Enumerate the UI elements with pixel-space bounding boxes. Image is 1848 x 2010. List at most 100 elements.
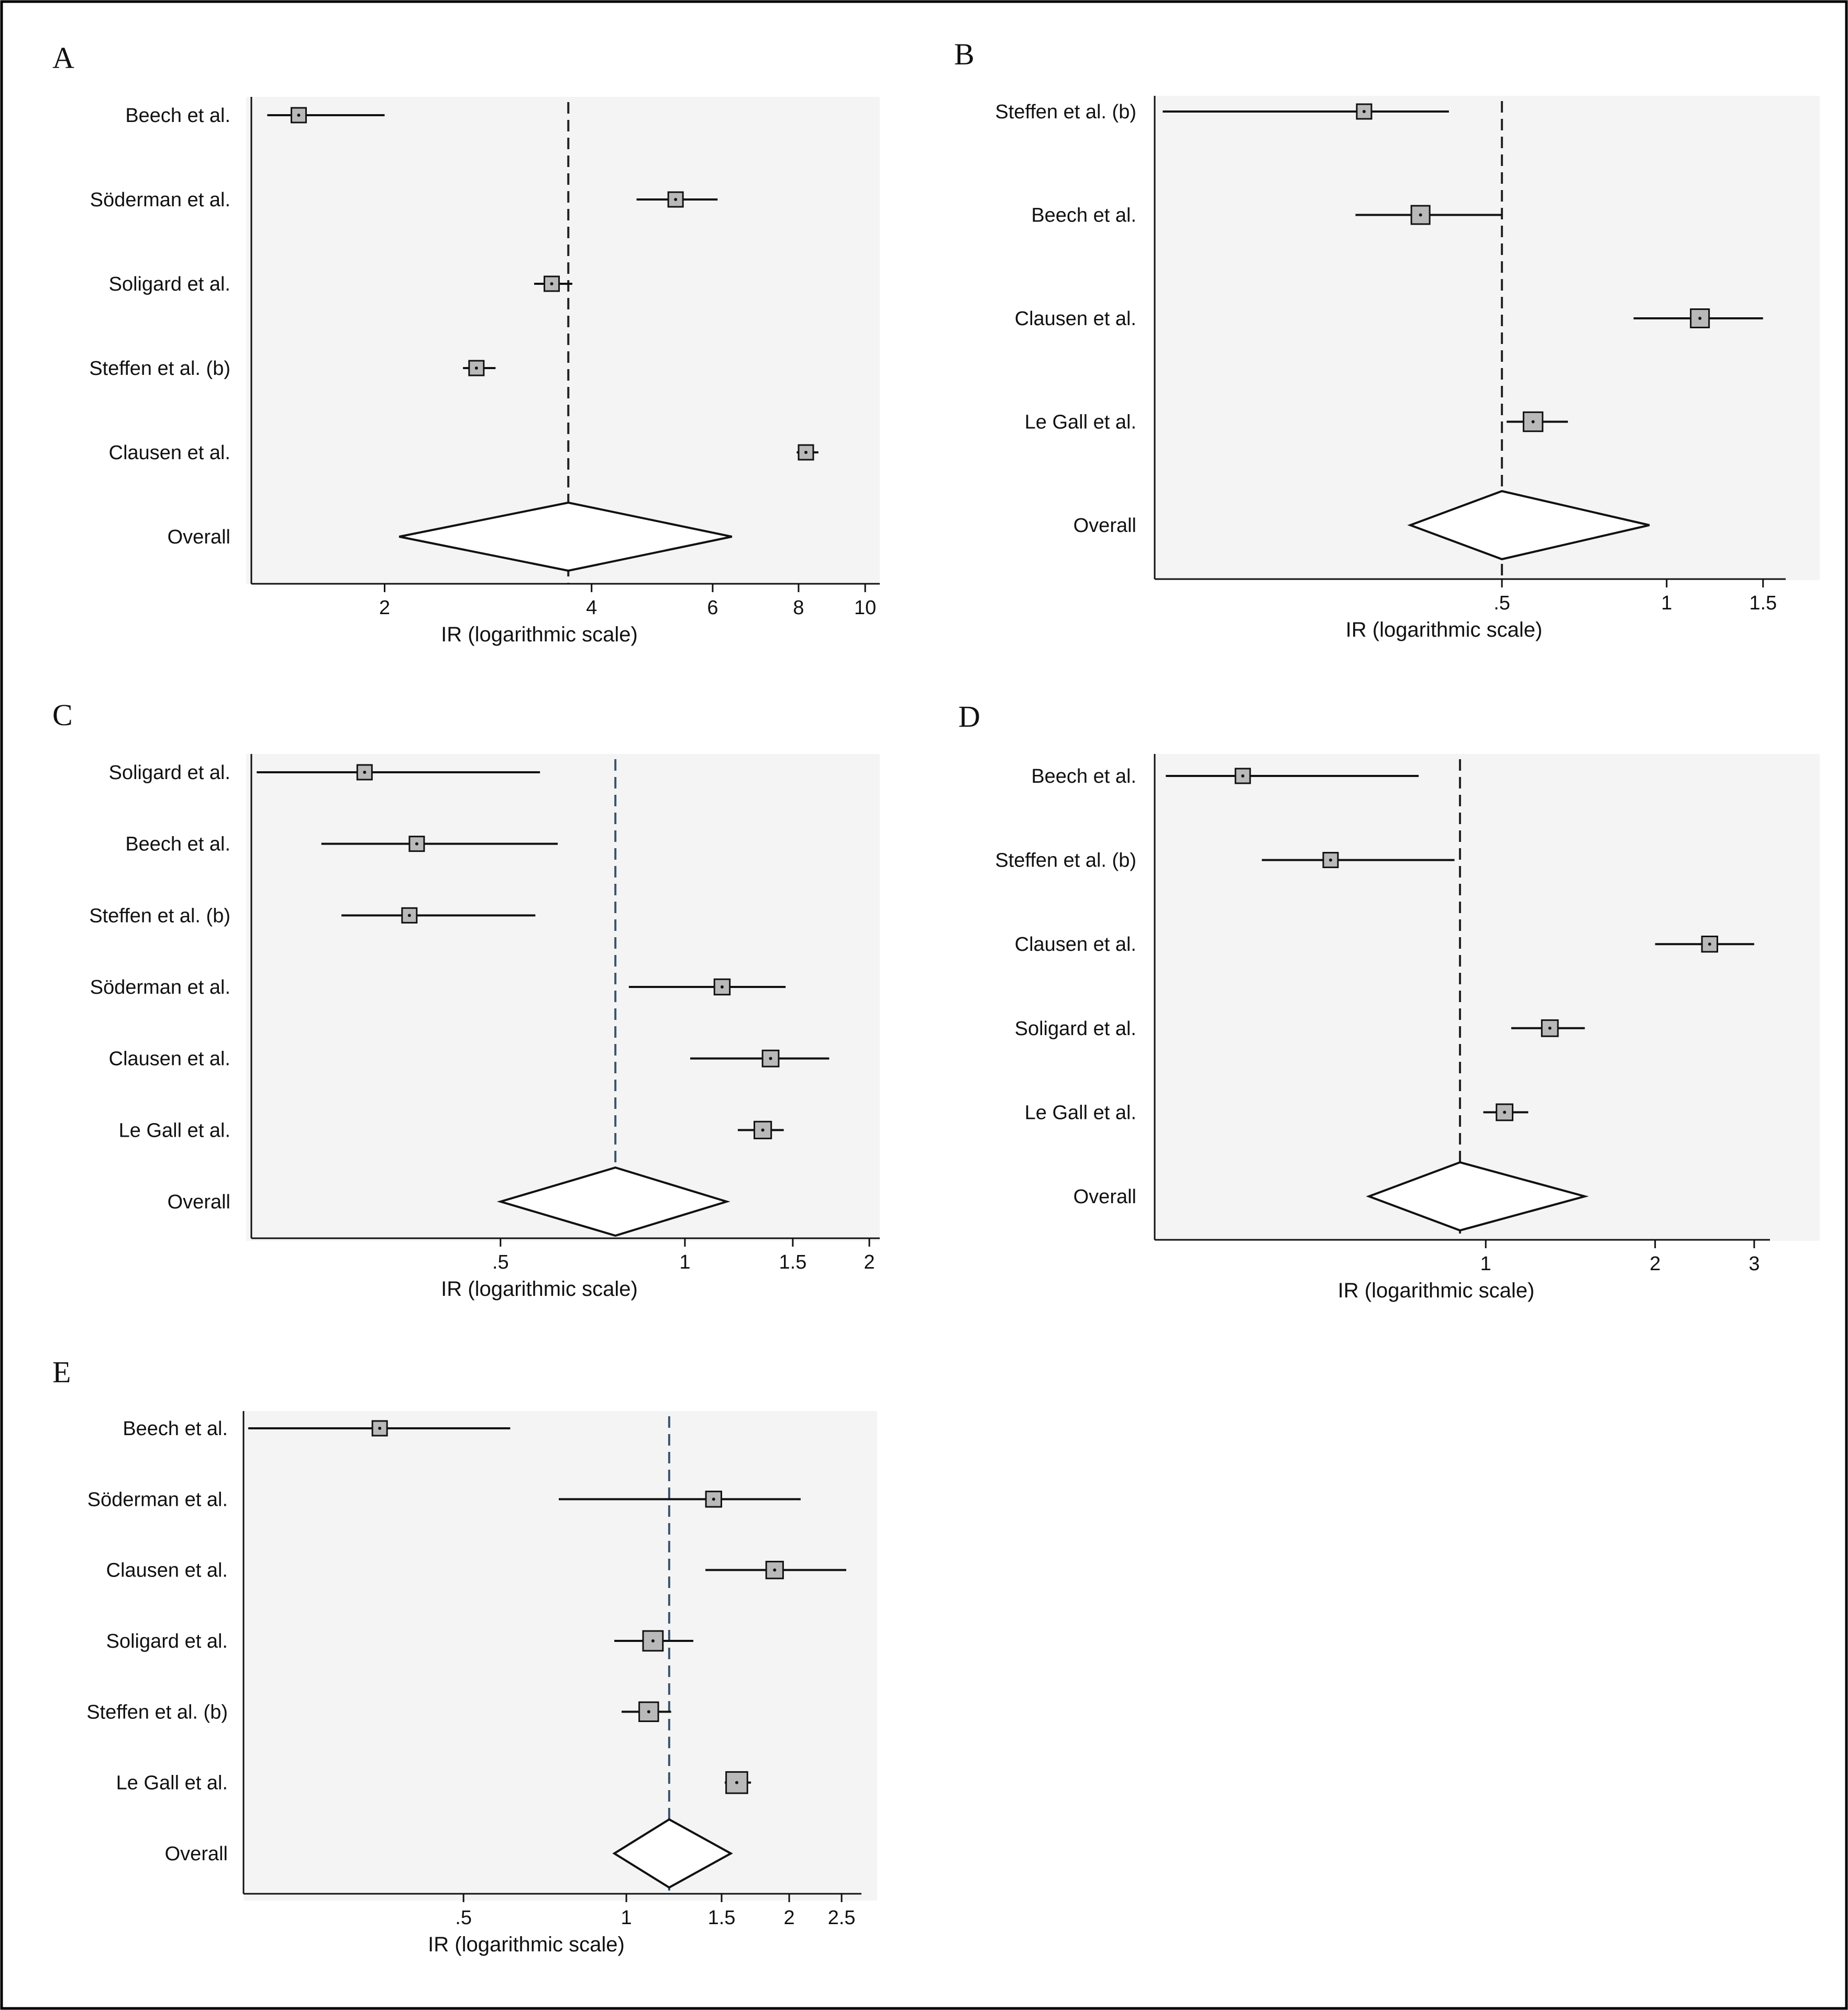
overall-diamond [612, 1818, 733, 1889]
study-label: Steffen et al. (b) [86, 1701, 228, 1723]
study-marker [705, 1491, 722, 1508]
point-estimate-dot [1531, 420, 1535, 424]
study-label: Beech et al. [1031, 205, 1136, 227]
panel-b: B .5 1 1.5 IR (logarithmic scale) Steffen et … [954, 37, 1820, 641]
point-estimate-dot [1698, 317, 1702, 320]
study-label: Soligard et al. [1015, 1018, 1136, 1040]
x-tick-label: .5 [492, 1251, 509, 1273]
x-tick-label: 1 [679, 1251, 690, 1273]
study-label: Beech et al. [123, 1418, 228, 1440]
point-estimate-dot [363, 771, 367, 774]
study-label: Soligard et al. [106, 1630, 228, 1652]
study-label: Le Gall et al. [119, 1119, 230, 1141]
point-estimate-dot [297, 114, 301, 117]
point-estimate-dot [773, 1568, 777, 1572]
point-estimate-dot [769, 1057, 772, 1060]
study-label: Steffen et al. (b) [89, 358, 230, 380]
point-estimate-dot [474, 367, 478, 370]
study-label: Söderman et al. [90, 976, 230, 998]
study-marker [1356, 103, 1373, 120]
x-tick-label: 4 [586, 597, 597, 619]
study-marker [408, 836, 425, 852]
x-axis-title: IR (logarithmic scale) [428, 1933, 625, 1956]
x-tick-label: 1 [1480, 1253, 1491, 1275]
panel-letter: D [958, 699, 980, 734]
point-estimate-dot [674, 198, 678, 201]
point-estimate-dot [550, 282, 554, 285]
x-tick-label: 6 [707, 597, 718, 619]
overall-label: Overall [1074, 1186, 1136, 1208]
x-tick-label: 10 [854, 597, 876, 619]
study-label: Beech et al. [125, 105, 230, 127]
x-tick-label: 1 [621, 1907, 632, 1929]
overall-label: Overall [168, 526, 230, 548]
x-tick-label: 3 [1749, 1253, 1760, 1275]
point-estimate-dot [735, 1781, 738, 1784]
study-label: Steffen et al. (b) [89, 905, 230, 927]
overall-diamond [1366, 1161, 1589, 1232]
x-tick-label: 2 [379, 597, 390, 619]
x-tick-label: 2.5 [828, 1907, 856, 1929]
plot-background [246, 754, 880, 1241]
study-label: Soligard et al. [109, 273, 230, 295]
panel-letter: A [52, 41, 74, 75]
study-label: Clausen et al. [109, 1048, 230, 1070]
study-label: Steffen et al. (b) [995, 850, 1136, 872]
point-estimate-dot [712, 1497, 715, 1501]
study-label: Clausen et al. [1015, 934, 1136, 956]
point-estimate-dot [651, 1639, 655, 1642]
point-estimate-dot [1329, 858, 1332, 862]
study-label: Beech et al. [1031, 765, 1136, 787]
point-estimate-dot [720, 985, 724, 989]
x-tick-label: 1.5 [779, 1251, 807, 1273]
point-estimate-dot [1548, 1026, 1552, 1030]
overall-label: Overall [1074, 515, 1136, 537]
point-estimate-dot [1503, 1111, 1507, 1114]
x-tick-label: .5 [1493, 592, 1510, 614]
x-axis-title: IR (logarithmic scale) [441, 623, 638, 646]
point-estimate-dot [407, 914, 411, 917]
study-label: Steffen et al. (b) [995, 101, 1136, 123]
x-tick-label: 2 [864, 1251, 875, 1273]
plot-background [246, 97, 880, 584]
x-tick-label: 1.5 [1749, 592, 1777, 614]
study-label: Soligard et al. [109, 762, 230, 784]
overall-label: Overall [165, 1843, 228, 1865]
point-estimate-dot [378, 1427, 382, 1430]
study-label: Le Gall et al. [1025, 1102, 1136, 1124]
x-axis-title: IR (logarithmic scale) [441, 1278, 638, 1301]
study-marker [371, 1420, 388, 1437]
point-estimate-dot [1241, 774, 1245, 778]
overall-label: Overall [168, 1191, 230, 1213]
point-estimate-dot [415, 842, 418, 846]
panels: A 2 4 6 8 10 IR (logarithmic scale) Beech et al… [52, 37, 1820, 1956]
plot-background [1155, 754, 1820, 1241]
overall-diamond [1407, 490, 1650, 561]
panel-letter: B [954, 37, 975, 71]
study-label: Clausen et al. [1015, 308, 1136, 330]
panel-a: A 2 4 6 8 10 IR (logarithmic scale) Beech et al… [52, 41, 880, 646]
overall-diamond [496, 1166, 731, 1237]
panel-c: C .5 1 1.5 2 IR (logarithmic scale) Soligard e… [52, 698, 880, 1301]
study-label: Clausen et al. [106, 1560, 228, 1582]
point-estimate-dot [1708, 942, 1711, 946]
x-tick-label: 2 [1650, 1253, 1661, 1275]
point-estimate-dot [1419, 213, 1422, 217]
point-estimate-dot [804, 451, 808, 454]
panel-e: E .5 1 1.5 2 2.5 IR (logarithmic scale) Beech e… [52, 1355, 877, 1956]
plot-background [244, 1411, 877, 1901]
overall-diamond [399, 501, 733, 572]
panel-letter: C [52, 698, 73, 732]
x-tick-label: .5 [455, 1907, 472, 1929]
x-tick-label: 1.5 [708, 1907, 736, 1929]
study-marker [1322, 852, 1339, 869]
x-tick-label: 1 [1661, 592, 1672, 614]
study-label: Söderman et al. [87, 1489, 228, 1511]
point-estimate-dot [1362, 110, 1366, 113]
study-label: Beech et al. [125, 834, 230, 856]
panel-d: D 1 2 3 IR (logarithmic scale) Beech et al. St… [958, 699, 1820, 1302]
study-label: Le Gall et al. [116, 1772, 228, 1794]
study-label: Le Gall et al. [1025, 412, 1136, 434]
point-estimate-dot [647, 1710, 650, 1714]
